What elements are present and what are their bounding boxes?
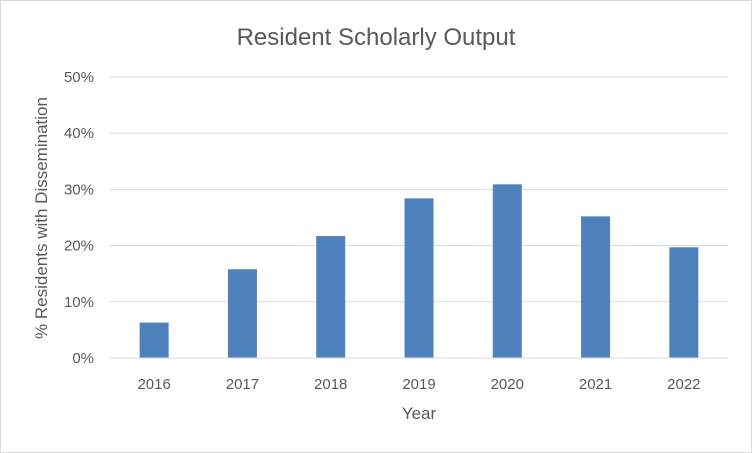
bar-2018 [316, 236, 346, 358]
bar-2016 [139, 322, 169, 358]
bar-2021 [581, 216, 611, 358]
bar-2019 [404, 198, 434, 358]
y-axis-title: % Residents with Dissemination [32, 97, 51, 339]
x-tick-label-2016: 2016 [137, 376, 170, 393]
x-axis-title: Year [402, 404, 437, 423]
bars [139, 184, 699, 358]
x-tick-label-2019: 2019 [402, 376, 435, 393]
y-tick-label: 10% [64, 294, 94, 311]
x-tick-label-2018: 2018 [314, 376, 347, 393]
bar-2020 [492, 184, 522, 358]
y-tick-labels: 0% 10% 20% 30% 40% 50% [64, 69, 94, 367]
y-tick-label: 30% [64, 181, 94, 198]
x-tick-label-2022: 2022 [667, 376, 700, 393]
y-tick-label: 40% [64, 125, 94, 142]
y-tick-label: 50% [64, 69, 94, 86]
x-tick-label-2021: 2021 [579, 376, 612, 393]
y-tick-label: 0% [72, 350, 94, 367]
bar-2022 [669, 247, 699, 358]
bar-2017 [227, 269, 257, 358]
chart-title: Resident Scholarly Output [237, 24, 516, 51]
x-tick-label-2017: 2017 [226, 376, 259, 393]
y-tick-label: 20% [64, 238, 94, 255]
x-tick-labels: 2016 2017 2018 2019 2020 2021 2022 [137, 376, 700, 393]
x-tick-label-2020: 2020 [491, 376, 524, 393]
